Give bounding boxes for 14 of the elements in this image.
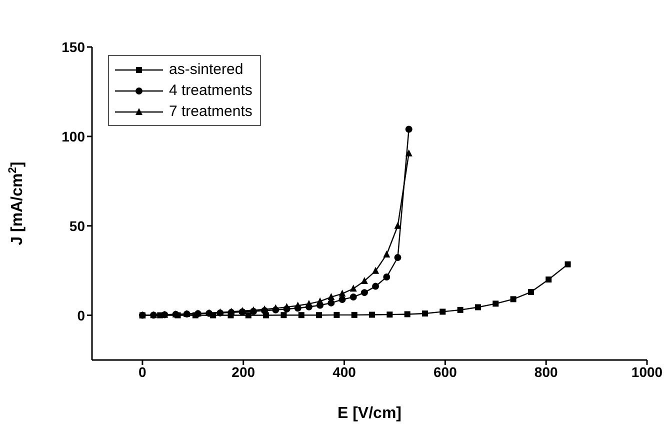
x-tick-label: 1000 [631,364,663,380]
x-tick-label: 400 [332,364,356,380]
legend-label: 4 treatments [169,81,252,101]
x-tick-label: 600 [434,364,458,380]
y-tick-label: 0 [77,307,86,324]
x-axis-title: E [V/cm] [337,405,402,422]
x-tick-label: 200 [232,364,256,380]
y-tick-label: 50 [69,218,86,234]
x-tick-label: 800 [534,364,558,380]
y-tick-label: 150 [62,38,86,55]
y-tick-label: 100 [62,128,86,144]
legend-label: as-sintered [169,60,244,80]
x-tick-label: 0 [138,364,147,380]
legend-label: 7 treatments [169,102,252,122]
